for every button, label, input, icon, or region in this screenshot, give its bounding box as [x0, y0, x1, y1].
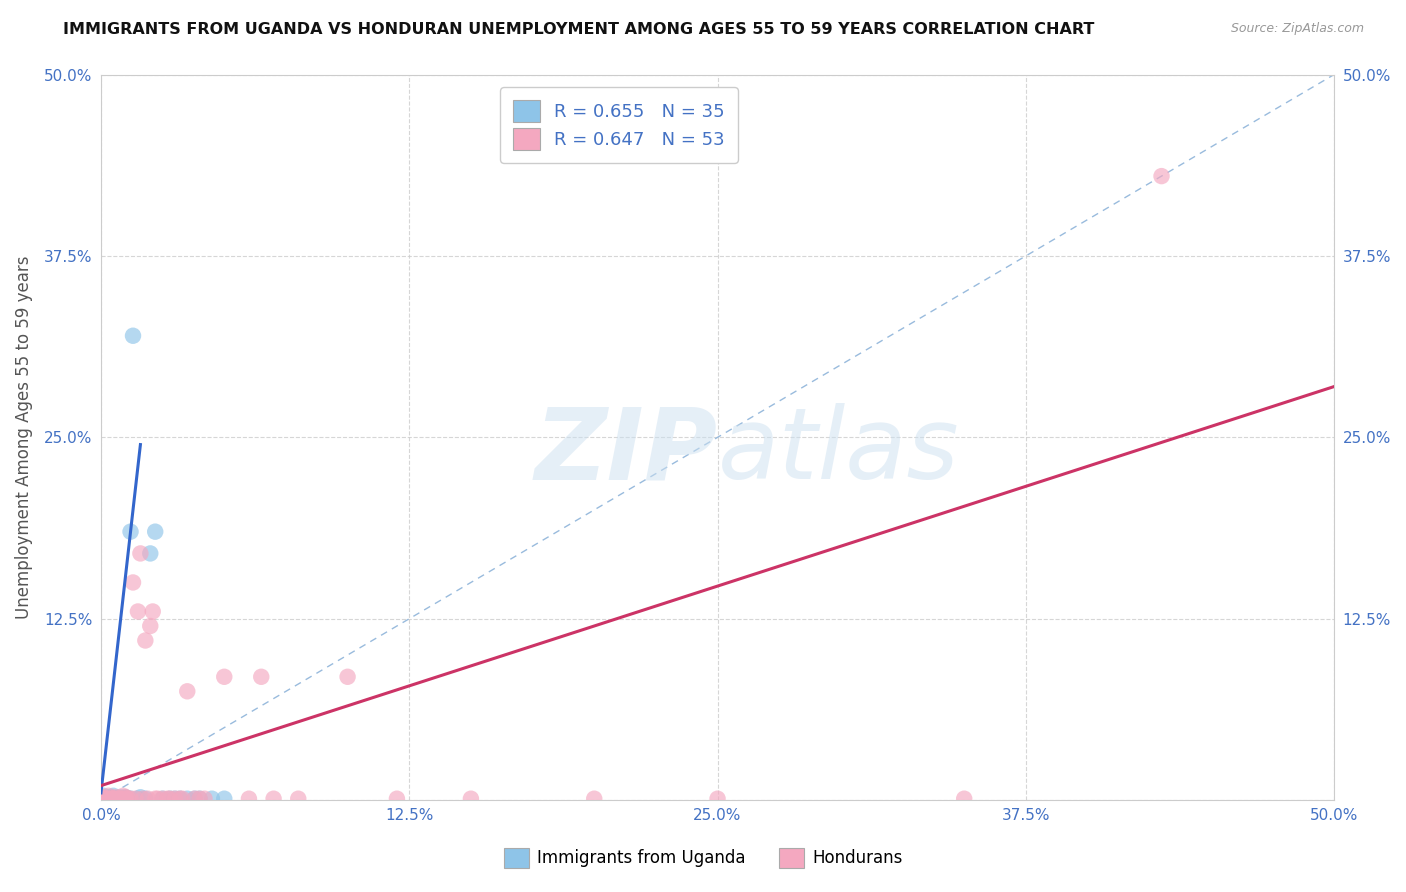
Point [127, 605, 149, 619]
Point [97, 791, 120, 805]
Point [107, 791, 129, 805]
Point [146, 791, 169, 805]
Point [159, 791, 181, 805]
Point [143, 791, 166, 805]
Point [188, 791, 211, 805]
Point [127, 791, 149, 805]
Point [94, 790, 117, 805]
Point [110, 791, 132, 805]
Point [93, 790, 115, 805]
Point [103, 791, 125, 805]
Point [583, 791, 606, 805]
Point [120, 791, 142, 805]
Point [94, 791, 117, 805]
Point [100, 791, 122, 805]
Point [953, 791, 976, 805]
Point [152, 791, 174, 805]
Point [1150, 169, 1173, 183]
Point [183, 791, 205, 805]
Point [117, 791, 139, 805]
Point [94, 791, 117, 805]
Point [183, 791, 205, 805]
Point [112, 791, 135, 805]
Point [336, 670, 359, 684]
Point [129, 546, 152, 560]
Point [104, 791, 127, 805]
Point [169, 791, 191, 805]
Point [134, 633, 156, 648]
Point [103, 791, 125, 805]
Point [97, 791, 120, 805]
Point [238, 791, 260, 805]
Point [100, 791, 122, 805]
Text: ZIP: ZIP [534, 403, 717, 500]
Y-axis label: Unemployment Among Ages 55 to 59 years: Unemployment Among Ages 55 to 59 years [15, 256, 32, 619]
Point [169, 791, 191, 805]
Legend: Immigrants from Uganda, Hondurans: Immigrants from Uganda, Hondurans [496, 841, 910, 875]
Legend: R = 0.655   N = 35, R = 0.647   N = 53: R = 0.655 N = 35, R = 0.647 N = 53 [501, 87, 738, 163]
Point [176, 791, 198, 805]
Point [100, 791, 122, 805]
Point [163, 791, 186, 805]
Point [120, 791, 142, 805]
Point [214, 791, 236, 805]
Point [139, 619, 162, 633]
Point [193, 791, 215, 805]
Point [152, 791, 174, 805]
Point [287, 791, 309, 805]
Point [104, 790, 127, 805]
Point [103, 789, 125, 803]
Point [112, 789, 135, 803]
Point [385, 791, 408, 805]
Point [136, 791, 159, 805]
Point [114, 791, 136, 805]
Text: Source: ZipAtlas.com: Source: ZipAtlas.com [1230, 22, 1364, 36]
Point [159, 791, 181, 805]
Point [93, 789, 115, 803]
Point [172, 791, 194, 805]
Point [93, 791, 115, 805]
Point [139, 546, 162, 560]
Point [263, 791, 285, 805]
Point [107, 791, 129, 805]
Point [114, 790, 136, 805]
Point [163, 791, 186, 805]
Point [122, 328, 145, 343]
Point [94, 791, 117, 805]
Point [93, 791, 115, 805]
Point [188, 791, 211, 805]
Point [120, 524, 142, 539]
Point [97, 789, 120, 803]
Text: atlas: atlas [717, 403, 959, 500]
Point [142, 605, 165, 619]
Point [706, 791, 728, 805]
Point [104, 791, 127, 805]
Point [104, 791, 127, 805]
Point [176, 684, 198, 698]
Point [143, 524, 166, 539]
Point [110, 791, 132, 805]
Point [110, 791, 132, 805]
Point [460, 791, 482, 805]
Point [214, 670, 236, 684]
Point [124, 791, 146, 805]
Point [97, 791, 120, 805]
Point [122, 575, 145, 590]
Point [114, 790, 136, 805]
Point [129, 790, 152, 805]
Point [103, 791, 125, 805]
Point [201, 791, 224, 805]
Point [132, 791, 155, 805]
Point [114, 791, 136, 805]
Point [100, 790, 122, 805]
Point [134, 791, 156, 805]
Point [250, 670, 273, 684]
Point [110, 790, 132, 805]
Text: IMMIGRANTS FROM UGANDA VS HONDURAN UNEMPLOYMENT AMONG AGES 55 TO 59 YEARS CORREL: IMMIGRANTS FROM UGANDA VS HONDURAN UNEMP… [63, 22, 1095, 37]
Point [156, 791, 179, 805]
